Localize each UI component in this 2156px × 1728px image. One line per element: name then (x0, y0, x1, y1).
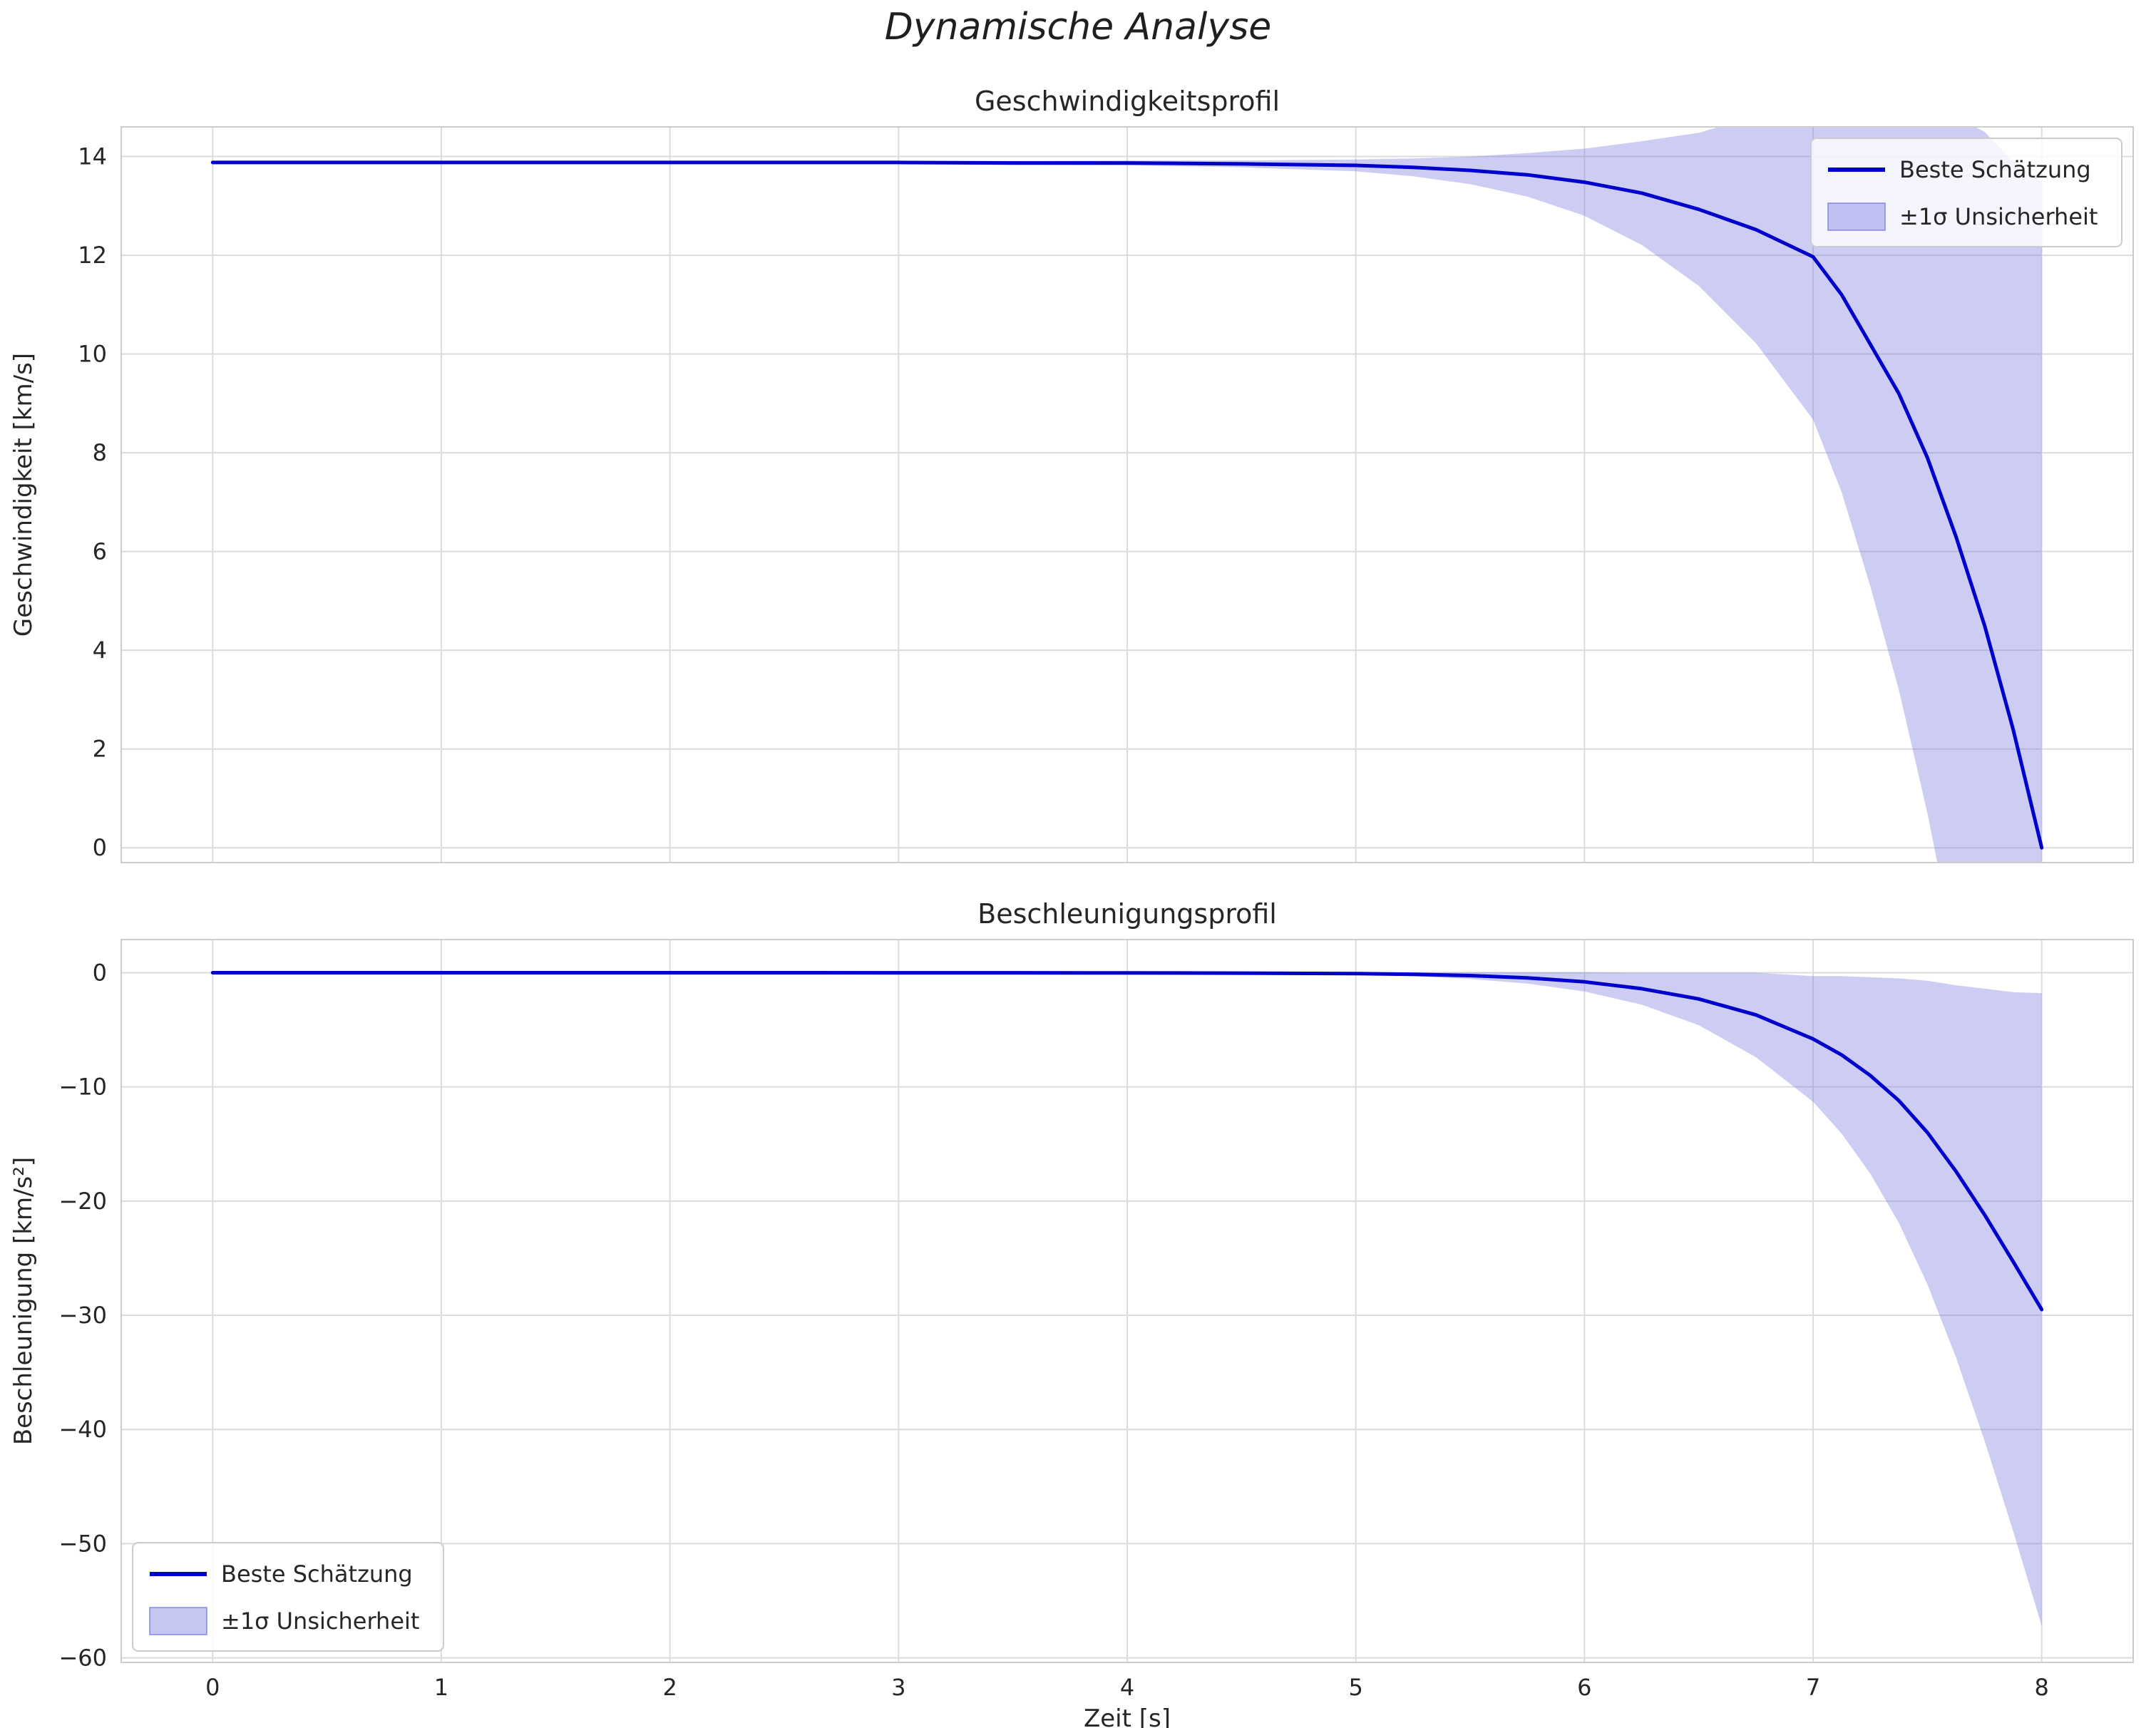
y-tick-label: −60 (58, 1645, 107, 1672)
y-tick-label: 6 (93, 538, 107, 565)
y-tick-label: 10 (78, 341, 107, 368)
y-tick-label: −20 (58, 1188, 107, 1215)
x-tick-label: 4 (1120, 1674, 1134, 1701)
acceleration-title: Beschleunigungsprofil (977, 898, 1277, 930)
velocity-legend: Beste Schätzung ±1σ Unsicherheit (1810, 138, 2122, 247)
legend-line-label: Beste Schätzung (1899, 156, 2091, 183)
x-tick-label: 7 (1806, 1674, 1820, 1701)
x-tick-label: 0 (205, 1674, 220, 1701)
y-tick-label: 8 (93, 439, 107, 466)
y-tick-label: 0 (93, 959, 107, 986)
x-tick-label: 5 (1349, 1674, 1363, 1701)
acceleration-x-axis-label: Zeit [s] (1084, 1704, 1171, 1728)
x-tick-label: 1 (434, 1674, 448, 1701)
y-tick-label: 4 (93, 637, 107, 664)
acceleration-best-estimate-line (210, 971, 2044, 1312)
legend-band-sample-icon (1827, 202, 1886, 231)
y-tick-label: 12 (78, 242, 107, 269)
legend-band-label: ±1σ Unsicherheit (221, 1608, 419, 1635)
y-tick-label: 2 (93, 736, 107, 763)
x-tick-label: 8 (2035, 1674, 2049, 1701)
legend-band-label: ±1σ Unsicherheit (1899, 203, 2098, 230)
y-tick-label: −30 (58, 1302, 107, 1329)
acceleration-uncertainty-band (212, 972, 2042, 1626)
y-tick-label: 14 (78, 143, 107, 170)
acceleration-y-axis-label: Beschleunigung [km/s²] (9, 1157, 38, 1445)
velocity-best-estimate-line (210, 160, 2044, 850)
x-tick-label: 2 (662, 1674, 677, 1701)
acceleration-subplot: −60 −50 −40 −30 −20 −10 0 0 1 2 3 4 5 6 7 8 Beschleunigu… (9, 898, 2134, 1728)
y-tick-label: 0 (93, 834, 107, 861)
legend-frame (1810, 138, 2122, 247)
x-tick-label: 6 (1577, 1674, 1591, 1701)
velocity-title: Geschwindigkeitsprofil (975, 86, 1280, 117)
y-tick-label: −10 (58, 1074, 107, 1101)
legend-frame (132, 1542, 444, 1652)
legend-band-sample-icon (149, 1607, 207, 1635)
acceleration-axes-frame (120, 939, 2134, 1663)
acceleration-legend: Beste Schätzung ±1σ Unsicherheit (132, 1542, 444, 1652)
velocity-y-axis-label: Geschwindigkeit [km/s] (9, 353, 38, 637)
y-tick-label: −40 (58, 1416, 107, 1443)
figure-title: Dynamische Analyse (884, 6, 1272, 48)
y-tick-label: −50 (58, 1530, 107, 1557)
legend-line-label: Beste Schätzung (221, 1560, 413, 1588)
x-tick-label: 3 (891, 1674, 905, 1701)
velocity-axes-frame (120, 126, 2134, 863)
velocity-subplot: 0 2 4 6 8 10 12 14 Geschwindigkeitsprofil Geschwi… (9, 86, 2134, 863)
